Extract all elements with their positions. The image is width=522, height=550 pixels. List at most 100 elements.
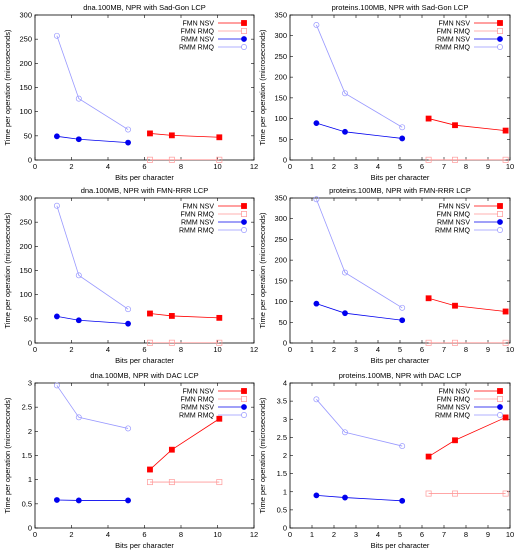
legend-label: FMN NSV <box>183 204 215 211</box>
chart-title: proteins.100MB, NPR with FMN-RRR LCP <box>329 186 471 195</box>
chart-panel-1: dna.100MB, NPR with Sad-Gon LCP 0 2 4 6 8 10 12… <box>3 3 258 182</box>
x-axis-label: Bits per character <box>115 541 174 550</box>
x-tick-label: 1 <box>310 345 314 354</box>
data-point <box>147 339 153 346</box>
series-line <box>428 297 506 312</box>
y-tick-label: 50 <box>279 318 287 327</box>
chart-title: dna.100MB, NPR with DAC LCP <box>90 371 198 380</box>
data-point <box>342 429 348 436</box>
data-point <box>168 479 175 486</box>
y-axis-label: Time per operation (microseconds) <box>258 212 267 329</box>
data-point <box>399 497 406 504</box>
plot-frame <box>34 382 255 529</box>
y-tick-label: 250 <box>19 35 32 44</box>
x-tick-label: 10 <box>213 345 221 354</box>
y-tick-label: 3 <box>283 415 287 424</box>
data-point <box>168 132 175 139</box>
y-tick-label: 150 <box>19 266 32 275</box>
data-point <box>342 269 348 276</box>
x-tick-label: 10 <box>213 162 221 171</box>
data-point <box>425 453 432 460</box>
x-tick-label: 2 <box>332 162 336 171</box>
x-tick-label: 2 <box>69 530 73 539</box>
y-tick-label: 50 <box>279 135 287 144</box>
data-point <box>125 126 132 133</box>
y-tick-label: 200 <box>19 242 32 251</box>
y-tick-label: 100 <box>19 107 32 116</box>
legend-marker <box>241 404 247 410</box>
y-tick-label: 0 <box>283 339 287 348</box>
legend-label: FMN RMQ <box>437 29 471 36</box>
legend-marker <box>497 412 503 418</box>
x-tick-label: 5 <box>398 162 402 171</box>
y-tick-label: 300 <box>274 31 287 40</box>
chart-panel-2: proteins.100MB, NPR with Sad-Gon LCP 0 1 2 3… <box>258 3 514 182</box>
x-tick-label: 8 <box>464 530 468 539</box>
y-tick-label: 2.5 <box>22 403 32 412</box>
legend-label: RMM RMQ <box>435 413 471 420</box>
series-line <box>149 133 220 138</box>
data-point <box>425 115 432 122</box>
x-tick-label: 3 <box>354 345 358 354</box>
data-point <box>125 497 131 504</box>
legend-marker <box>241 396 247 402</box>
data-point <box>216 415 223 422</box>
legend-marker <box>241 20 247 26</box>
y-tick-label: 3.5 <box>277 397 287 406</box>
x-tick-label: 5 <box>398 345 402 354</box>
x-tick-label: 10 <box>506 530 514 539</box>
legend-label: RMM NSV <box>437 220 470 227</box>
legend-label: RMM NSV <box>437 405 470 412</box>
data-point <box>53 382 60 389</box>
x-tick-label: 10 <box>213 530 221 539</box>
data-point <box>75 95 82 102</box>
y-tick-label: 0.5 <box>22 499 32 508</box>
data-point <box>452 122 458 129</box>
legend-marker <box>497 211 503 217</box>
data-point <box>54 133 60 140</box>
x-tick-label: 2 <box>332 530 336 539</box>
legend-marker <box>497 28 503 34</box>
x-tick-label: 8 <box>179 162 183 171</box>
data-point <box>502 156 509 163</box>
y-tick-label: 0 <box>283 156 287 165</box>
y-tick-label: 1.5 <box>22 451 32 460</box>
y-tick-label: 50 <box>24 131 32 140</box>
legend-marker <box>241 227 247 233</box>
x-axis-label: Bits per character <box>115 356 174 365</box>
x-axis-label: Bits per character <box>371 541 430 550</box>
legend-marker <box>497 396 503 402</box>
x-tick-label: 2 <box>69 345 73 354</box>
y-axis-label: Time per operation (microseconds) <box>3 212 12 329</box>
y-tick-label: 50 <box>24 314 32 323</box>
data-point <box>75 497 82 504</box>
data-point <box>425 339 432 346</box>
legend-label: FMN RMQ <box>181 29 215 36</box>
data-point <box>313 120 320 127</box>
y-tick-label: 0 <box>283 524 287 533</box>
data-point <box>502 127 509 134</box>
legend-marker <box>241 211 247 217</box>
x-tick-label: 4 <box>376 530 380 539</box>
legend-marker <box>241 44 247 50</box>
chart-panel-3: dna.100MB, NPR with FMN-RRR LCP 0 2 4 6 8 10 12… <box>3 186 258 365</box>
legend-marker <box>497 203 503 209</box>
legend-label: RMM NSV <box>437 37 470 44</box>
data-point <box>147 130 153 137</box>
series-line <box>149 418 220 470</box>
data-point <box>342 90 348 97</box>
y-axis-label: Time per operation (microseconds) <box>3 397 12 514</box>
data-point <box>168 313 175 319</box>
data-point <box>147 310 153 317</box>
data-point <box>147 466 153 473</box>
y-tick-label: 300 <box>19 11 32 20</box>
data-point <box>216 314 223 321</box>
y-tick-label: 100 <box>274 297 287 306</box>
y-tick-label: 2 <box>28 427 32 436</box>
x-tick-label: 8 <box>464 345 468 354</box>
legend-label: FMN NSV <box>439 389 471 396</box>
x-tick-label: 6 <box>420 345 424 354</box>
x-tick-label: 12 <box>250 345 258 354</box>
